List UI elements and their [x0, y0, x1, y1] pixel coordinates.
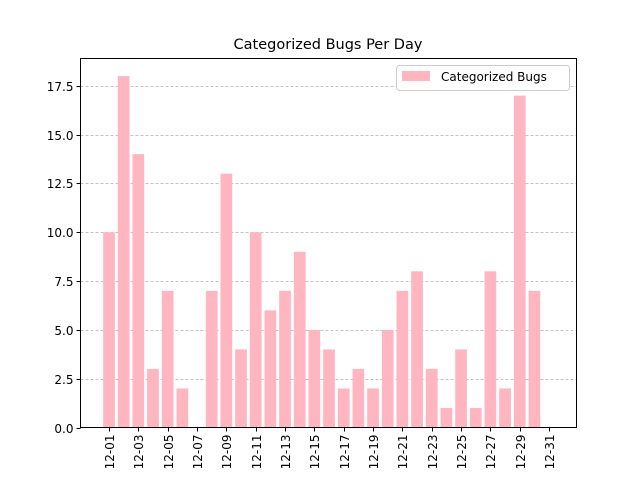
legend-swatch: [402, 71, 430, 81]
bar-12-14: [293, 251, 306, 428]
bar-12-27: [484, 271, 497, 428]
bar-12-08: [205, 290, 218, 428]
bar-12-02: [117, 76, 130, 428]
x-tick-label: 12-23: [426, 435, 440, 470]
bar-12-04: [147, 368, 159, 428]
bar-12-24: [440, 407, 453, 428]
bar-12-19: [367, 388, 379, 428]
x-tick-label: 12-19: [367, 435, 381, 470]
bar-12-05: [161, 290, 174, 428]
x-tick-label: 12-13: [279, 435, 293, 470]
y-tick-label: 17.5: [47, 80, 74, 94]
bar-12-22: [411, 271, 423, 428]
legend: Categorized Bugs: [396, 65, 570, 91]
bar-12-11: [249, 232, 262, 428]
bar-12-18: [352, 368, 365, 428]
bar-12-20: [381, 329, 394, 428]
x-tick-label: 12-17: [338, 435, 352, 470]
y-axis: 0.0 2.5 5.0 7.5 10.0 12.5 15.0 17.5: [47, 80, 81, 436]
bar-12-03: [132, 154, 145, 428]
bar-12-13: [279, 290, 291, 428]
x-tick-label: 12-27: [484, 435, 498, 470]
y-tick-label: 7.5: [54, 275, 73, 289]
x-tick-label: 12-15: [308, 435, 322, 470]
bar-12-16: [323, 349, 335, 428]
y-tick-label: 10.0: [47, 226, 74, 240]
y-tick-label: 12.5: [47, 177, 74, 191]
bar-12-23: [425, 368, 438, 428]
bar-12-30: [528, 290, 541, 428]
plot-frame: [80, 58, 577, 428]
bar-12-28: [499, 388, 511, 428]
bar-12-15: [308, 329, 321, 428]
bar-12-26: [469, 407, 482, 428]
bar-12-09: [220, 173, 233, 428]
bar-12-10: [235, 349, 247, 428]
y-tick-label: 2.5: [54, 373, 73, 387]
chart-title: Categorized Bugs Per Day: [234, 37, 423, 53]
x-tick-label: 12-05: [162, 435, 176, 470]
x-tick-label: 12-25: [455, 435, 469, 470]
bars: [103, 76, 541, 428]
bar-12-21: [396, 290, 409, 428]
y-tick-label: 15.0: [47, 129, 74, 143]
x-tick-label: 12-01: [103, 435, 117, 470]
x-tick-label: 12-31: [543, 435, 557, 470]
x-tick-label: 12-03: [132, 435, 146, 470]
y-tick-label: 5.0: [54, 324, 73, 338]
bar-12-01: [103, 232, 115, 428]
x-axis: 12-01 12-03 12-05 12-07 12-09 12-11 12-13 12-15…: [103, 427, 557, 470]
x-tick-label: 12-29: [514, 435, 528, 470]
y-tick-label: 0.0: [54, 422, 73, 436]
x-tick-label: 12-09: [220, 435, 234, 470]
bar-12-25: [455, 349, 467, 428]
grid-lines: [80, 86, 577, 380]
x-tick-label: 12-07: [191, 435, 205, 470]
bar-12-12: [264, 310, 277, 428]
x-tick-label: 12-21: [396, 435, 410, 470]
legend-label: Categorized Bugs: [441, 70, 547, 84]
bar-12-17: [337, 388, 350, 428]
bar-12-06: [176, 388, 189, 428]
bar-12-29: [513, 95, 526, 428]
x-tick-label: 12-11: [250, 435, 264, 470]
legend-box: [396, 65, 570, 91]
